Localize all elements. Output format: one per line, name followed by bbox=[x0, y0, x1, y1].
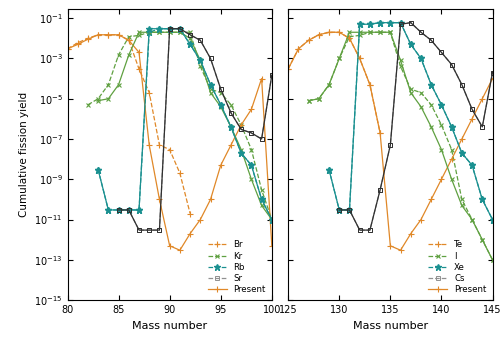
Legend: Te, I, Xe, Cs, Present: Te, I, Xe, Cs, Present bbox=[426, 239, 488, 296]
Legend: Br, Kr, Rb, Sr, Present: Br, Kr, Rb, Sr, Present bbox=[206, 239, 268, 296]
X-axis label: Mass number: Mass number bbox=[353, 321, 428, 331]
Y-axis label: Cumulative fission yield: Cumulative fission yield bbox=[18, 92, 28, 217]
X-axis label: Mass number: Mass number bbox=[132, 321, 207, 331]
